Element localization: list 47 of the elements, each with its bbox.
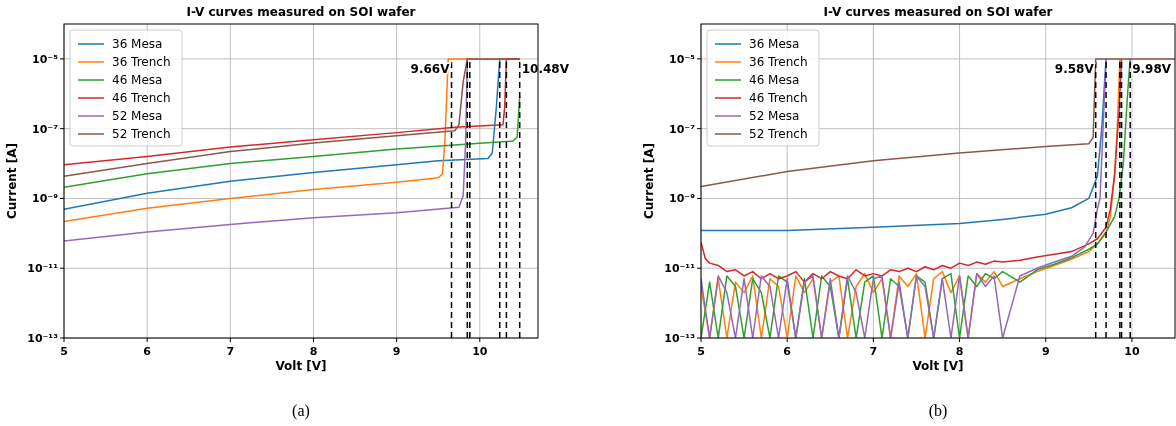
y-tick-label: 10⁻⁵: [32, 52, 59, 66]
x-tick-label: 7: [226, 345, 235, 358]
x-tick-label: 6: [143, 345, 152, 358]
ref-line-label: 9.58V: [1054, 61, 1095, 76]
chart-title: I-V curves measured on SOI wafer: [823, 5, 1053, 19]
legend-label: 52 Mesa: [749, 109, 800, 124]
legend-label: 46 Trench: [749, 91, 808, 106]
x-tick-label: 9: [1041, 345, 1050, 358]
y-tick-label: 10⁻⁹: [669, 192, 696, 206]
text: (b): [928, 402, 948, 420]
y-tick-label: 10⁻¹¹: [664, 262, 696, 276]
ref-line-label: 9.98V: [1132, 61, 1172, 76]
text: (a): [292, 402, 310, 420]
legend-label: 36 Trench: [749, 55, 808, 70]
legend-label: 36 Mesa: [749, 37, 800, 52]
y-tick-label: 10⁻¹³: [664, 331, 696, 345]
y-tick-label: 10⁻¹³: [27, 331, 59, 345]
y-tick-label: 10⁻¹¹: [27, 262, 59, 276]
legend-label: 36 Trench: [112, 55, 171, 70]
x-axis-title: Volt [V]: [275, 359, 327, 373]
x-tick-label: 5: [697, 345, 705, 358]
x-tick-label: 8: [955, 345, 964, 358]
legend-label: 36 Mesa: [112, 37, 163, 52]
chart-title: I-V curves measured on SOI wafer: [186, 5, 416, 19]
x-tick-label: 9: [392, 345, 401, 358]
x-tick-label: 5: [60, 345, 68, 358]
legend-label: 52 Trench: [749, 127, 808, 142]
legend-label: 46 Trench: [112, 91, 171, 106]
y-tick-label: 10⁻⁹: [32, 192, 59, 206]
legend-label: 46 Mesa: [749, 73, 800, 88]
line-series: [701, 58, 1175, 188]
legend-label: 52 Mesa: [112, 109, 163, 124]
line-series: [701, 58, 1123, 283]
ref-line-label: 10.48V: [521, 61, 570, 76]
x-tick-label: 10: [1124, 345, 1140, 358]
y-axis-title: Current [A]: [5, 142, 19, 220]
legend-label: 52 Trench: [112, 127, 171, 142]
x-tick-label: 8: [309, 345, 318, 358]
x-tick-label: 7: [869, 345, 878, 358]
y-axis-title: Current [A]: [642, 142, 656, 220]
x-tick-label: 10: [472, 345, 488, 358]
y-tick-label: 10⁻⁵: [669, 52, 696, 66]
y-tick-label: 10⁻⁷: [32, 122, 59, 136]
y-tick-label: 10⁻⁷: [669, 122, 696, 136]
x-tick-label: 6: [783, 345, 792, 358]
x-axis-title: Volt [V]: [912, 359, 964, 373]
legend-label: 46 Mesa: [112, 73, 163, 88]
